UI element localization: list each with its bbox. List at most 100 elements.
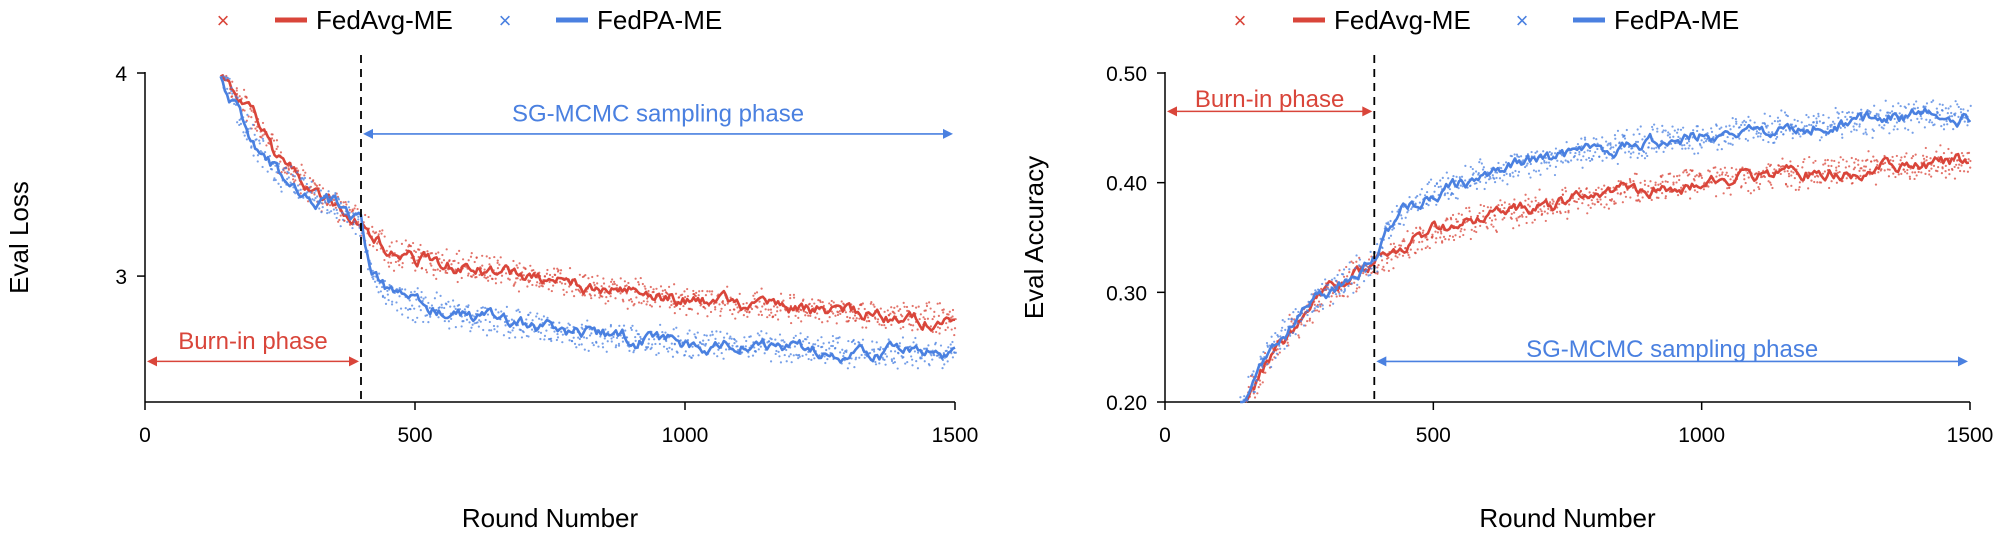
data-point	[424, 296, 427, 299]
data-point	[1668, 172, 1672, 175]
data-point	[646, 297, 649, 300]
data-point	[525, 334, 528, 338]
data-point	[1928, 173, 1931, 176]
data-point	[1863, 169, 1866, 172]
data-point	[539, 331, 543, 334]
data-point	[728, 308, 732, 312]
data-point	[245, 96, 248, 99]
data-point	[476, 321, 479, 324]
data-point	[240, 97, 243, 100]
data-point	[858, 341, 861, 345]
data-point	[693, 333, 696, 336]
data-point	[1659, 182, 1662, 186]
data-point	[1636, 194, 1639, 197]
data-point	[1908, 177, 1912, 180]
data-point	[643, 285, 646, 288]
data-point	[1763, 122, 1767, 126]
data-point	[1924, 146, 1927, 150]
data-point	[926, 317, 930, 320]
data-point	[319, 189, 323, 192]
data-point	[1915, 174, 1918, 177]
data-point	[1483, 187, 1486, 191]
data-point	[1924, 105, 1927, 108]
data-point	[1672, 135, 1675, 138]
data-point	[1831, 120, 1835, 123]
data-point	[266, 170, 269, 173]
data-point	[1400, 217, 1404, 220]
data-point	[928, 301, 931, 304]
data-point	[604, 328, 607, 331]
data-point	[383, 258, 386, 262]
data-point	[788, 355, 791, 358]
data-point	[542, 315, 546, 318]
data-point	[1925, 118, 1928, 121]
data-point	[1941, 109, 1944, 112]
data-point	[702, 305, 705, 308]
data-point	[1731, 117, 1734, 120]
data-point	[1627, 150, 1631, 153]
data-point	[1858, 169, 1861, 172]
data-point	[944, 328, 947, 332]
data-point	[1283, 320, 1286, 323]
data-point	[938, 332, 941, 335]
data-point	[1554, 147, 1558, 150]
data-point	[1646, 190, 1650, 193]
data-point	[444, 269, 447, 272]
data-point	[629, 298, 633, 301]
data-point	[644, 287, 647, 290]
data-point	[1632, 151, 1635, 154]
data-point	[1916, 117, 1919, 120]
data-point	[580, 323, 584, 326]
data-point	[1728, 124, 1731, 127]
data-point	[1891, 105, 1895, 108]
data-point	[896, 305, 899, 308]
data-point	[1613, 200, 1616, 203]
data-point	[1463, 228, 1466, 231]
data-point	[1402, 238, 1405, 241]
data-point	[383, 279, 386, 283]
data-point	[1715, 175, 1718, 178]
data-point	[1868, 168, 1872, 171]
y-tick-label: 0.30	[1106, 282, 1147, 305]
data-point	[1591, 202, 1594, 205]
data-point	[951, 340, 954, 344]
data-point	[828, 302, 831, 305]
data-point	[1655, 150, 1658, 153]
data-point	[1271, 358, 1274, 361]
data-point	[1882, 127, 1885, 130]
data-point	[592, 344, 595, 347]
data-point	[764, 308, 767, 311]
data-point	[258, 142, 261, 145]
data-point	[1524, 193, 1527, 196]
data-point	[652, 290, 655, 294]
data-point	[1793, 118, 1796, 121]
data-point	[1431, 235, 1434, 238]
data-point	[595, 340, 598, 344]
data-point	[860, 302, 863, 306]
data-point	[1389, 219, 1392, 223]
data-point	[500, 274, 504, 277]
data-point	[1554, 165, 1558, 168]
data-point	[1770, 183, 1773, 186]
data-point	[1423, 194, 1427, 197]
data-point	[1700, 174, 1703, 177]
data-point	[1671, 147, 1674, 150]
data-point	[227, 92, 231, 95]
data-point	[779, 361, 783, 364]
data-point	[427, 301, 430, 305]
data-point	[1583, 136, 1587, 139]
data-point	[1518, 215, 1522, 218]
data-point	[1317, 300, 1321, 303]
data-point	[1418, 201, 1422, 204]
data-point	[734, 317, 737, 320]
data-point	[1953, 165, 1956, 169]
data-point	[1953, 114, 1956, 117]
data-point	[517, 308, 520, 311]
data-point	[819, 300, 822, 304]
data-point	[1616, 129, 1620, 132]
data-point	[1868, 112, 1872, 115]
data-point	[925, 304, 929, 308]
legend-fedpa-label: FedPA-ME	[1614, 5, 1739, 35]
data-point	[585, 337, 588, 340]
data-point	[1504, 161, 1508, 164]
